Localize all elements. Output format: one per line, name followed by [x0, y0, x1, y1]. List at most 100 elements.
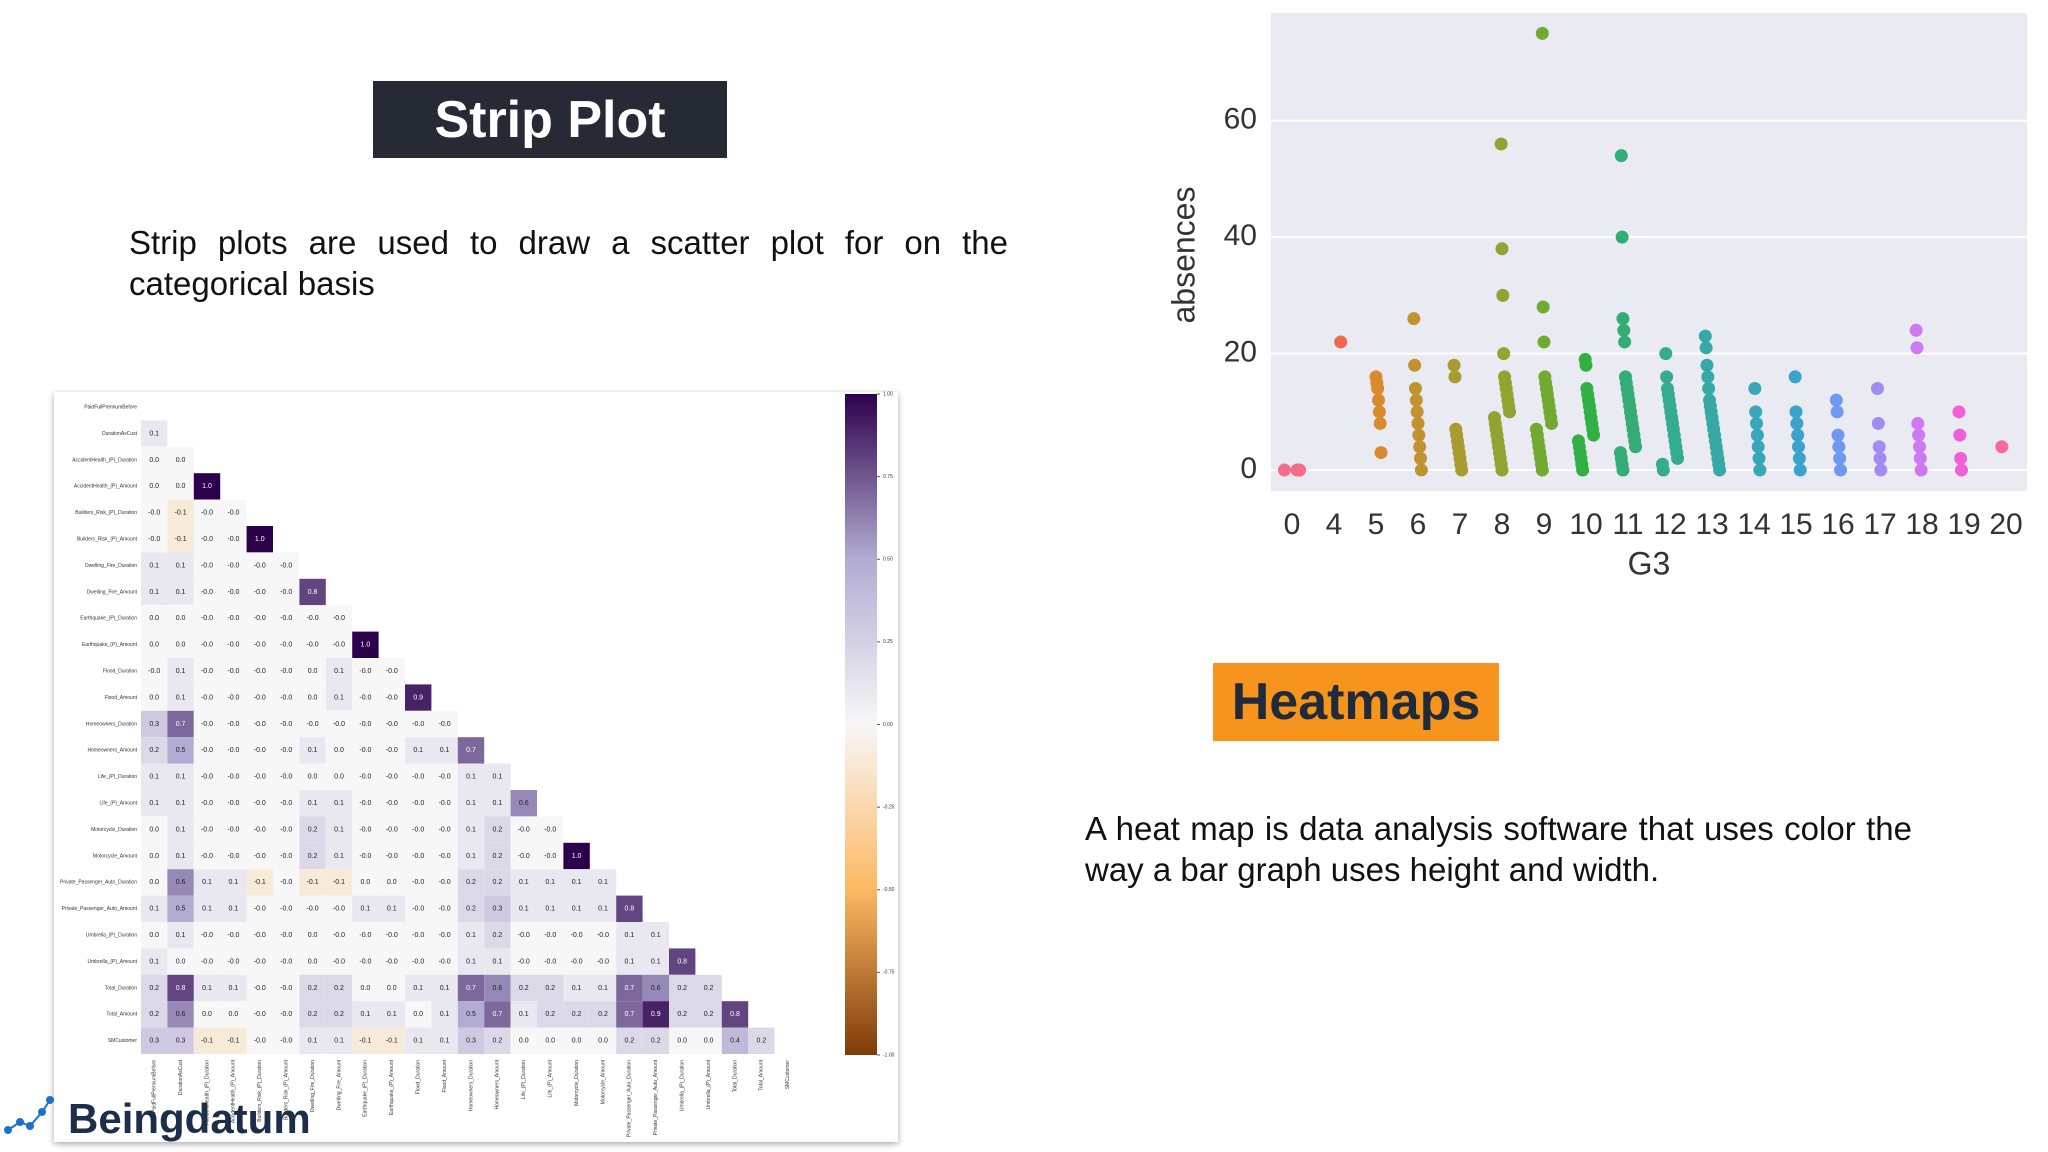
row-label: Dwelling_Fire_Amount	[87, 589, 138, 595]
cell-label: 0.1	[466, 800, 476, 807]
heatmap-cell	[510, 948, 537, 975]
cell-label: 0.0	[598, 1038, 608, 1045]
y-tick-label: 40	[1224, 219, 1257, 252]
heatmap-cell	[352, 842, 379, 870]
cell-label: 0.2	[677, 985, 687, 992]
heatmap-cell	[246, 869, 273, 896]
heatmap-cell	[193, 499, 221, 526]
heatmap-cell	[405, 1027, 432, 1054]
heatmap-cell	[220, 790, 247, 817]
cell-label: 0.2	[149, 985, 159, 992]
heatmap-cell	[352, 922, 379, 949]
x-tick-label: 20	[1989, 508, 2022, 541]
heatmap-cell	[246, 684, 273, 711]
heatmap-cell	[352, 974, 379, 1002]
heatmap-cell	[141, 737, 168, 764]
cell-label: 0.1	[545, 879, 555, 886]
heatmap-cell	[299, 895, 326, 922]
cell-label: -0.0	[333, 932, 345, 939]
cell-label: 0.1	[361, 1011, 371, 1018]
heatmap-cell	[246, 790, 273, 817]
strip-point	[1749, 405, 1763, 419]
heatmap-cell	[273, 842, 300, 870]
heatmap-cell	[616, 922, 643, 949]
heatmap-cell	[141, 526, 168, 553]
heatmap-cell	[220, 631, 247, 658]
heatmap-cell	[405, 737, 432, 764]
cell-label: -0.0	[227, 800, 239, 807]
heatmap-cell	[405, 895, 432, 922]
heatmap-cell	[484, 1001, 511, 1028]
column-label: AccidentHealth_(P)_Amount	[231, 1059, 237, 1123]
colorbar-tick-label: 0.50	[883, 557, 893, 563]
cell-label: -0.0	[386, 694, 398, 701]
x-tick-label: 18	[1905, 508, 1938, 541]
cell-label: 0.1	[176, 562, 186, 569]
heatmap-cell	[220, 869, 247, 896]
heatmap-cell	[378, 974, 405, 1002]
heatmap-cell	[457, 869, 485, 896]
heatmap-cell	[246, 922, 273, 949]
heatmap-cell	[299, 1027, 326, 1054]
cell-label: 0.1	[572, 985, 582, 992]
cell-label: 0.0	[308, 668, 318, 675]
cell-label: -0.0	[307, 615, 319, 622]
cell-label: -0.0	[386, 853, 398, 860]
strip-point	[1412, 428, 1426, 442]
heatmap-cell	[431, 974, 458, 1002]
cell-label: 0.0	[308, 958, 318, 965]
heatmap-cell	[193, 895, 221, 922]
column-label: Life_(P)_Amount	[548, 1059, 554, 1097]
cell-label: 0.0	[545, 1038, 555, 1045]
heatmap-cell	[193, 526, 221, 553]
row-label: SMCustomer	[108, 1038, 138, 1044]
cell-label: 0.1	[466, 826, 476, 833]
x-tick-label: 19	[1947, 508, 1980, 541]
cell-label: -0.0	[518, 932, 530, 939]
strip-point	[1790, 416, 1804, 430]
heatmap-cell	[246, 1001, 273, 1028]
heatmap-cell	[563, 869, 590, 896]
heatmap-cell	[431, 763, 458, 790]
colorbar	[845, 394, 877, 1055]
cell-label: 0.8	[677, 958, 687, 965]
strip-point	[1614, 149, 1628, 163]
y-axis-label: absences	[1165, 187, 1201, 324]
heatmap-cell	[299, 631, 326, 658]
heatmap-cell	[352, 710, 379, 738]
heatmap-cell	[167, 710, 194, 738]
heatmap-cell	[721, 1027, 749, 1054]
row-label: Umbrella_(P)_Duration	[86, 933, 137, 939]
column-label: Builders_Risk_(P)_Amount	[284, 1059, 290, 1120]
heatmap-cell	[484, 1027, 511, 1054]
heatmap-cell	[352, 658, 379, 685]
x-tick-label: 12	[1653, 508, 1686, 541]
x-tick-label: 11	[1612, 508, 1643, 541]
heatmap-cell	[616, 948, 643, 975]
heatmap-cell	[193, 948, 221, 975]
heatmap-cell	[325, 631, 353, 658]
strip-point	[1873, 451, 1887, 465]
column-label: Umbrella_(P)_Duration	[680, 1060, 686, 1111]
column-label: PaidFullPremiumBefore	[152, 1060, 158, 1113]
heatmap-cell	[589, 869, 617, 896]
heatmap-cell	[273, 790, 300, 817]
heatmap-cell	[378, 1001, 405, 1028]
heatmap-cell	[299, 763, 326, 790]
heatmap-cell	[167, 974, 194, 1002]
heatmap-cell	[537, 922, 564, 949]
cell-label: 0.7	[176, 721, 186, 728]
cell-label: -0.0	[227, 615, 239, 622]
heatmap-cell	[378, 790, 405, 817]
cell-label: 0.0	[361, 879, 371, 886]
heatmap-cell	[167, 895, 194, 922]
row-label: Homeowners_Duration	[86, 721, 137, 727]
cell-label: 0.5	[176, 747, 186, 754]
row-label: Life_(P)_Duration	[98, 774, 137, 780]
cell-label: 0.1	[387, 906, 397, 913]
cell-label: -0.0	[254, 562, 266, 569]
cell-label: 0.2	[334, 985, 344, 992]
cell-label: -0.0	[201, 536, 213, 543]
strip-point	[1660, 382, 1674, 396]
strip-point	[1413, 440, 1427, 454]
